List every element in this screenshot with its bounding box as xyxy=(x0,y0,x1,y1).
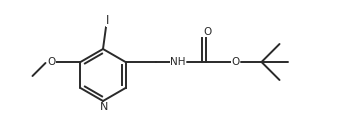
Text: I: I xyxy=(106,14,110,26)
Text: N: N xyxy=(100,102,108,112)
Text: NH: NH xyxy=(170,57,185,67)
Text: O: O xyxy=(47,57,56,67)
Text: O: O xyxy=(232,57,240,67)
Text: O: O xyxy=(204,27,212,37)
